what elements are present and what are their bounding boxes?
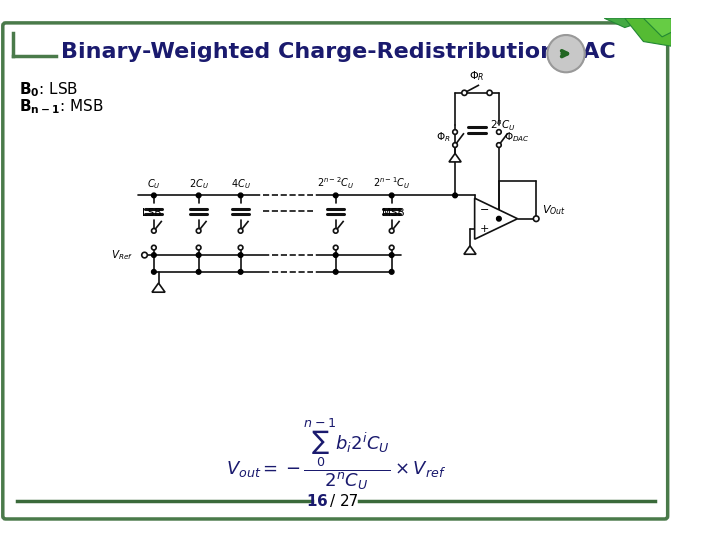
Circle shape <box>453 130 457 134</box>
Polygon shape <box>604 18 671 28</box>
Text: MSB: MSB <box>382 208 405 218</box>
Circle shape <box>487 90 492 96</box>
Circle shape <box>238 193 243 198</box>
Circle shape <box>390 253 394 258</box>
Circle shape <box>534 216 539 221</box>
Text: 27: 27 <box>339 494 359 509</box>
Text: Binary-Weighted Charge-Redistribution DAC: Binary-Weighted Charge-Redistribution DA… <box>60 42 616 62</box>
Text: $2^{n-1}C_U$: $2^{n-1}C_U$ <box>373 175 410 191</box>
Circle shape <box>142 252 148 258</box>
Text: $\Phi_{DAC}$: $\Phi_{DAC}$ <box>505 131 531 145</box>
Circle shape <box>197 228 201 233</box>
Circle shape <box>390 193 394 198</box>
Circle shape <box>238 253 243 258</box>
Circle shape <box>151 253 156 258</box>
Circle shape <box>547 35 585 72</box>
Circle shape <box>238 228 243 233</box>
Circle shape <box>453 193 457 198</box>
Text: $\Phi_R$: $\Phi_R$ <box>469 70 485 84</box>
Circle shape <box>333 228 338 233</box>
Polygon shape <box>625 18 671 46</box>
Text: $\mathbf{B_0}$: LSB: $\mathbf{B_0}$: LSB <box>19 80 78 99</box>
Polygon shape <box>644 18 671 37</box>
Circle shape <box>497 143 501 147</box>
Circle shape <box>333 269 338 274</box>
FancyBboxPatch shape <box>3 23 667 519</box>
Circle shape <box>238 269 243 274</box>
Text: $V_{out} = -\dfrac{\sum_0^{n-1} b_i 2^i C_U}{2^n C_U} \times V_{ref}$: $V_{out} = -\dfrac{\sum_0^{n-1} b_i 2^i … <box>225 417 446 492</box>
Text: $+$: $+$ <box>480 224 490 234</box>
Circle shape <box>197 269 201 274</box>
Text: $C_U$: $C_U$ <box>147 177 161 191</box>
Circle shape <box>390 228 394 233</box>
Text: $\mathbf{16}$: $\mathbf{16}$ <box>306 493 328 509</box>
Circle shape <box>497 217 501 221</box>
Text: $V_{Out}$: $V_{Out}$ <box>541 203 566 217</box>
Circle shape <box>390 245 394 250</box>
Circle shape <box>197 253 201 258</box>
Circle shape <box>151 228 156 233</box>
Circle shape <box>390 269 394 274</box>
Text: LSB: LSB <box>143 208 162 218</box>
Text: $\mathbf{B_{n-1}}$: MSB: $\mathbf{B_{n-1}}$: MSB <box>19 97 103 116</box>
Circle shape <box>197 193 201 198</box>
Circle shape <box>151 245 156 250</box>
Text: $2^{n-2}C_U$: $2^{n-2}C_U$ <box>317 175 354 191</box>
Circle shape <box>497 130 501 134</box>
Circle shape <box>197 245 201 250</box>
Circle shape <box>151 193 156 198</box>
Circle shape <box>333 193 338 198</box>
Circle shape <box>151 269 156 274</box>
Polygon shape <box>449 153 461 162</box>
Polygon shape <box>474 198 518 239</box>
Text: $V_{Ref}$: $V_{Ref}$ <box>112 248 133 262</box>
Text: $2C_U$: $2C_U$ <box>189 177 209 191</box>
Polygon shape <box>464 246 476 254</box>
Text: $2^n C_U$: $2^n C_U$ <box>490 119 516 133</box>
Text: $-$: $-$ <box>480 204 490 213</box>
Circle shape <box>238 245 243 250</box>
Text: $4C_U$: $4C_U$ <box>230 177 251 191</box>
Circle shape <box>462 90 467 96</box>
Text: /: / <box>330 494 336 509</box>
Circle shape <box>333 245 338 250</box>
Circle shape <box>453 143 457 147</box>
Circle shape <box>333 253 338 258</box>
Text: $\Phi_R$: $\Phi_R$ <box>436 131 451 145</box>
Polygon shape <box>152 283 165 292</box>
